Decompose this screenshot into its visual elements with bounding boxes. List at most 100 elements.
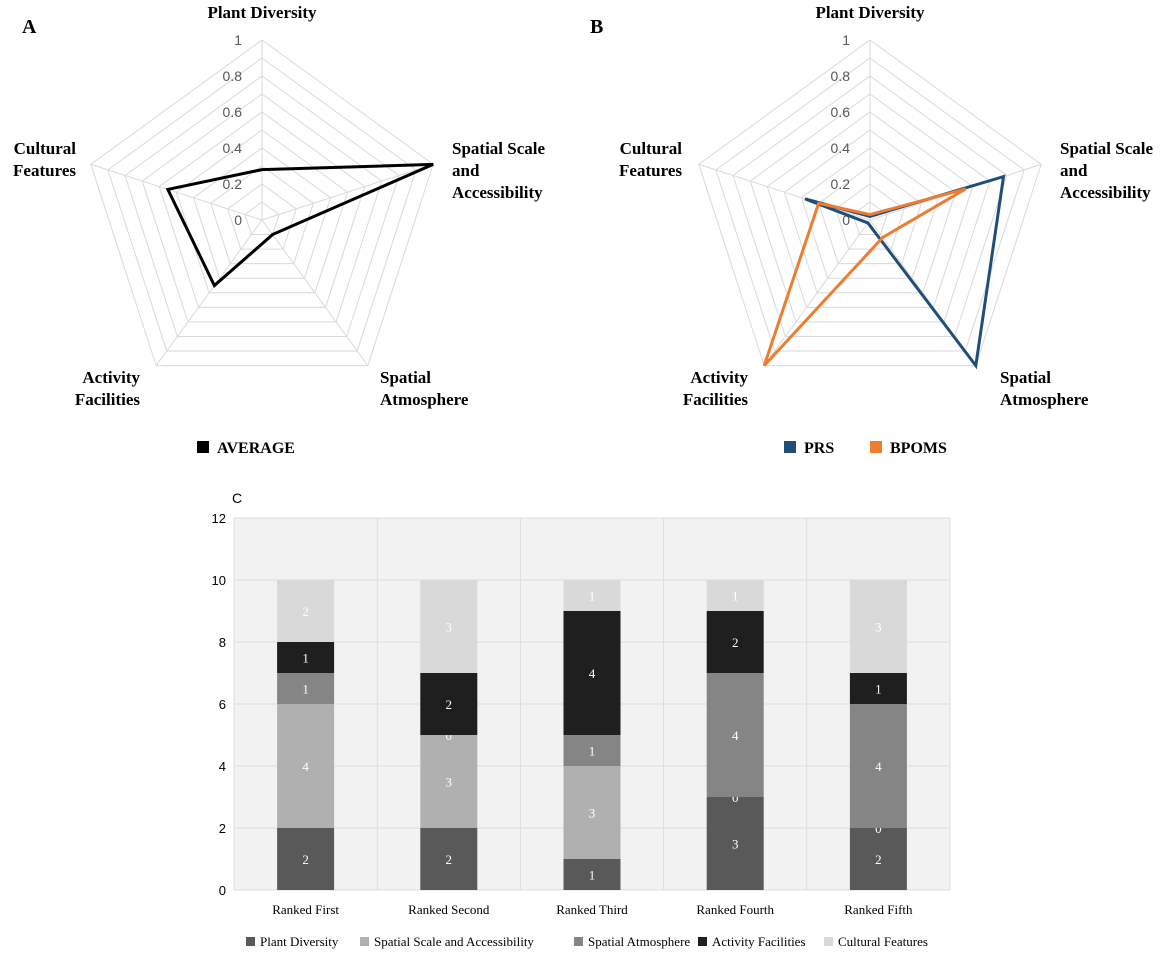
x-tick-label: Ranked Second xyxy=(408,902,490,917)
panel-label-c: C xyxy=(232,490,242,506)
radar-axis-label-spatial-scale-and-accessibility: Spatial Scale and Accessibility xyxy=(452,139,545,202)
legend-swatch-bpoms xyxy=(870,441,882,453)
bar-segment-spatial-atmosphere xyxy=(277,673,335,704)
radar-grid-ring xyxy=(732,75,1008,337)
radar-tick-label: 0 xyxy=(234,212,242,228)
legend-label-cultural-features: Cultural Features xyxy=(838,934,928,949)
radar-grid-ring xyxy=(244,201,280,236)
bar-value-label: 2 xyxy=(446,697,453,712)
legend-swatch-spatial-atmosphere xyxy=(574,937,583,946)
legend-label-prs: PRS xyxy=(804,440,834,457)
radar-tick-label: 0.2 xyxy=(831,176,851,192)
radar-tick-label: 0.6 xyxy=(223,104,243,120)
radar-spoke xyxy=(698,163,871,221)
bar-segment-activity-facilities xyxy=(849,673,907,704)
radar-grid: 0 0.2 0.4 0.6 0.8 1 xyxy=(90,32,434,367)
bar-segment-cultural-features xyxy=(706,580,764,611)
y-tick-label: 10 xyxy=(212,573,226,588)
legend-swatch-average xyxy=(197,441,209,453)
bar-segment-cultural-features xyxy=(849,580,907,673)
bar-legend: Plant Diversity Spatial Scale and Accessi… xyxy=(246,934,928,949)
radar-spoke xyxy=(90,163,263,221)
bar-value-label: 0 xyxy=(446,728,453,743)
bar-value-label: 3 xyxy=(875,620,882,635)
radar-axis-label-cultural-features: Cultural Features xyxy=(619,139,682,180)
radar-spoke xyxy=(763,219,871,366)
radar-grid-ring xyxy=(210,165,314,265)
radar-legend: PRS BPOMS xyxy=(784,440,947,457)
bar-segment-plant-diversity xyxy=(420,828,478,890)
radar-series-average xyxy=(165,162,434,288)
y-tick-label: 4 xyxy=(219,759,226,774)
bar-value-label: 1 xyxy=(302,682,309,697)
bar-value-label: 1 xyxy=(732,589,739,604)
bar-segment-activity-facilities xyxy=(563,611,621,735)
x-tick-label: Ranked Fifth xyxy=(844,902,913,917)
y-tick-label: 6 xyxy=(219,697,226,712)
radar-grid-ring xyxy=(783,129,957,294)
radar-grid-ring xyxy=(227,183,297,250)
bar-value-label: 3 xyxy=(446,775,453,790)
x-tick-label: Ranked Third xyxy=(556,902,628,917)
radar-grid-ring xyxy=(715,57,1025,352)
bar-value-label: 3 xyxy=(732,837,739,852)
radar-series-prs xyxy=(804,174,1006,370)
radar-tick-label: 0.8 xyxy=(831,68,851,84)
legend-swatch-prs xyxy=(784,441,796,453)
bar-segment-spatial-scale-and-accessibility xyxy=(420,735,478,828)
radar-tick-label: 0.8 xyxy=(223,68,243,84)
radar-tick-label: 0 xyxy=(842,212,850,228)
radar-grid-ring xyxy=(749,93,991,323)
bar-value-label: 1 xyxy=(589,589,596,604)
legend-label-activity-facilities: Activity Facilities xyxy=(712,934,806,949)
bar-value-label: 4 xyxy=(732,728,739,743)
bar-segment-spatial-atmosphere xyxy=(563,735,621,766)
radar-series-bpoms xyxy=(762,187,967,367)
radar-panel-a: A 0 0.2 0.4 0.6 0.8 1 Plant Diversity Spatial S… xyxy=(13,3,545,457)
bar-value-label: 4 xyxy=(589,666,596,681)
bar-segment-activity-facilities xyxy=(420,673,478,735)
bar-value-label: 1 xyxy=(589,868,596,883)
bar-segment-cultural-features xyxy=(563,580,621,611)
bar-segment-activity-facilities xyxy=(706,611,764,673)
bar-value-label: 0 xyxy=(732,790,739,805)
legend-swatch-activity-facilities xyxy=(698,937,707,946)
radar-axis-label-spatial-atmosphere: Spatial Atmosphere xyxy=(1000,368,1089,409)
radar-grid-ring xyxy=(107,57,417,352)
radar-grid-ring xyxy=(800,147,940,279)
legend-swatch-plant-diversity xyxy=(246,937,255,946)
panel-label-a: A xyxy=(22,16,37,38)
radar-panel-b: B 0 0.2 0.4 0.6 0.8 1 Plant Diversity Spatial S… xyxy=(590,3,1153,457)
radar-grid-ring xyxy=(192,147,332,279)
radar-legend: AVERAGE xyxy=(197,440,295,457)
radar-grid: 0 0.2 0.4 0.6 0.8 1 xyxy=(698,32,1042,367)
bar-segment-plant-diversity xyxy=(563,859,621,890)
radar-grid-ring xyxy=(90,39,434,367)
radar-grid-ring xyxy=(818,165,922,265)
bar-segment-spatial-scale-and-accessibility xyxy=(277,704,335,828)
bar-value-label: 0 xyxy=(875,821,882,836)
bar-value-label: 4 xyxy=(875,759,882,774)
bar-segment-plant-diversity xyxy=(706,797,764,890)
radar-tick-label: 0.2 xyxy=(223,176,243,192)
legend-label-bpoms: BPOMS xyxy=(890,440,947,457)
legend-label-spatial-atmosphere: Spatial Atmosphere xyxy=(588,934,690,949)
x-tick-label: Ranked Fourth xyxy=(696,902,774,917)
radar-axis-label-plant-diversity: Plant Diversity xyxy=(207,3,317,22)
radar-grid-ring xyxy=(158,111,366,308)
bar-value-label: 1 xyxy=(875,682,882,697)
radar-grid-ring xyxy=(766,111,974,308)
bar-segment-spatial-atmosphere xyxy=(849,704,907,828)
radar-grid-ring xyxy=(175,129,349,294)
bar-value-label: 2 xyxy=(302,604,309,619)
bar-segment-cultural-features xyxy=(420,580,478,673)
bar-value-label: 3 xyxy=(446,620,453,635)
radar-grid-ring xyxy=(124,75,400,337)
y-tick-label: 0 xyxy=(219,883,226,898)
legend-label-spatial-scale-and-accessibility: Spatial Scale and Accessibility xyxy=(374,934,534,949)
y-tick-label: 2 xyxy=(219,821,226,836)
y-tick-label: 8 xyxy=(219,635,226,650)
x-tick-label: Ranked First xyxy=(272,902,339,917)
